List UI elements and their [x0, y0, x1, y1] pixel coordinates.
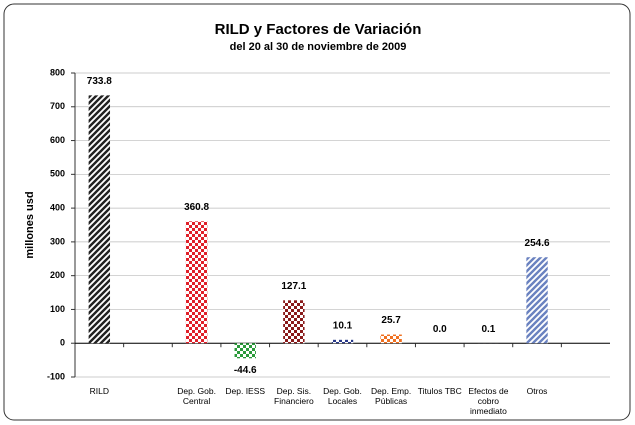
bar: [526, 257, 548, 344]
data-label: 25.7: [381, 315, 401, 326]
x-tick-label: RILD: [89, 386, 109, 396]
y-tick-label: 0: [60, 338, 65, 348]
x-tick-label: Dep. Gob. Locales: [323, 386, 362, 406]
y-tick-label: 200: [50, 270, 65, 280]
x-tick-label: Dep. Gob. Central: [177, 386, 216, 406]
x-tick-label: Titulos TBC: [417, 386, 462, 396]
y-tick-label: 500: [50, 169, 65, 179]
bar: [283, 300, 305, 344]
y-tick-label: 300: [50, 236, 65, 246]
data-label: 733.8: [87, 76, 112, 87]
data-label: 0.1: [481, 324, 495, 335]
x-tick-label: Dep. Sis. Financiero: [274, 386, 314, 406]
y-tick-label: 100: [50, 304, 65, 314]
x-tick-label: Dep. Emp. Públicas: [371, 386, 412, 406]
data-label: 0.0: [433, 324, 447, 335]
data-label: 127.1: [281, 281, 306, 292]
chart-subtitle: del 20 al 30 de noviembre de 2009: [230, 41, 407, 53]
y-tick-label: 800: [50, 67, 65, 77]
y-tick-label: 400: [50, 202, 65, 212]
x-tick-label: Efectos de cobro inmediato: [468, 386, 509, 416]
data-label: 360.8: [184, 202, 209, 213]
x-tick-label: Dep. IESS: [225, 386, 266, 396]
y-tick-label: -100: [47, 371, 65, 381]
y-tick-label: 600: [50, 135, 65, 145]
frame: [3, 3, 631, 421]
x-tick-label: Otros: [526, 386, 548, 396]
bar: [185, 221, 208, 344]
chart-title: RILD y Factores de Variación: [215, 21, 422, 38]
y-tick-label: 700: [50, 101, 65, 111]
y-axis-label: millones usd: [24, 191, 36, 258]
data-label: 10.1: [333, 320, 353, 331]
data-label: 254.6: [525, 238, 550, 249]
bar: [331, 339, 354, 344]
bar: [380, 334, 402, 344]
bar: [88, 95, 111, 344]
bar: [234, 343, 256, 359]
data-label: -44.6: [234, 365, 257, 376]
